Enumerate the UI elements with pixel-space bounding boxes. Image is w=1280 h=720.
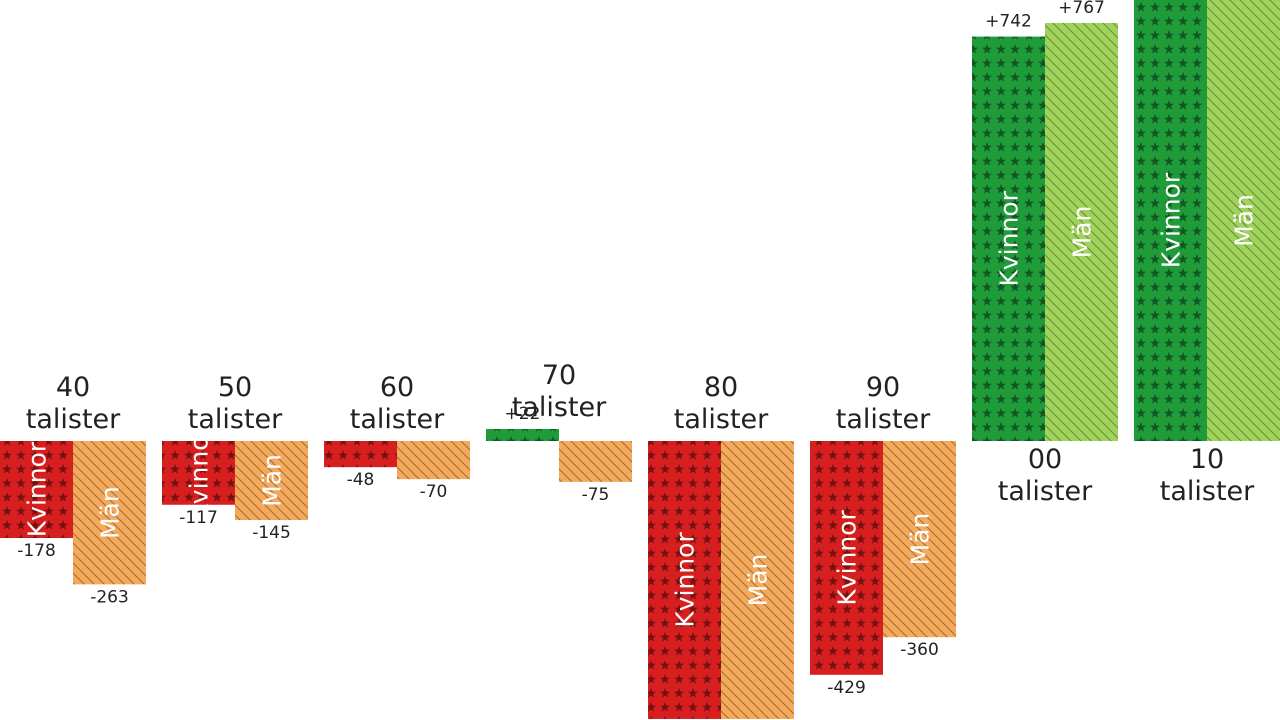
category-label-4: 80 talister — [674, 372, 769, 435]
value-label-kvinnor-2: -48 — [347, 470, 375, 490]
bar-pattern-kvinnor-4 — [648, 441, 721, 719]
bar-pattern-kvinnor-5 — [810, 441, 883, 675]
value-label-kvinnor-6: +742 — [985, 12, 1032, 32]
series-label-man-5: Män — [906, 513, 935, 566]
series-label-man-4: Män — [744, 554, 773, 607]
value-label-man-5: -360 — [900, 640, 939, 660]
series-label-kvinnor-4: Kvinnor — [671, 532, 700, 628]
value-label-kvinnor-5: -429 — [827, 678, 866, 698]
bar-pattern-man-2 — [397, 441, 470, 480]
bar-pattern-man-3 — [559, 441, 632, 482]
series-label-man-1: Män — [258, 454, 287, 507]
bar-pattern-kvinnor-1 — [162, 441, 235, 505]
series-label-kvinnor-1: Kvinnor — [185, 424, 214, 520]
bar-pattern-man-5 — [883, 441, 956, 638]
category-label-2: 60 talister — [350, 372, 445, 435]
value-label-kvinnor-3: +22 — [505, 404, 541, 424]
series-label-man-6: Män — [1068, 206, 1097, 259]
bar-pattern-man-6 — [1045, 22, 1118, 442]
bar-pattern-kvinnor-7 — [1134, 0, 1207, 441]
bar-pattern-kvinnor-2 — [324, 441, 397, 468]
bar-pattern-man-1 — [235, 441, 308, 521]
series-label-kvinnor-5: Kvinnor — [833, 509, 862, 605]
category-label-6: 00 talister — [998, 444, 1093, 507]
bar-pattern-kvinnor-6 — [972, 36, 1045, 442]
value-label-man-0: -263 — [90, 587, 129, 607]
category-label-3: 70 talister — [512, 360, 607, 423]
series-label-kvinnor-7: Kvinnor — [1157, 172, 1186, 268]
bar-pattern-man-0 — [73, 441, 146, 585]
category-label-7: 10 talister — [1160, 444, 1255, 507]
series-label-man-7: Män — [1230, 194, 1259, 247]
value-label-man-3: -75 — [582, 485, 610, 505]
value-label-man-6: +767 — [1058, 0, 1105, 18]
series-label-kvinnor-0: Kvinnor — [23, 441, 52, 537]
bar-pattern-man-4 — [721, 441, 794, 719]
series-label-man-0: Män — [96, 486, 125, 539]
bar-pattern-kvinnor-0 — [0, 441, 73, 539]
value-label-man-2: -70 — [420, 482, 448, 502]
bar-pattern-kvinnor-3 — [486, 429, 559, 441]
category-label-0: 40 talister — [26, 372, 121, 435]
value-label-kvinnor-0: -178 — [17, 541, 56, 561]
series-label-kvinnor-6: Kvinnor — [995, 190, 1024, 286]
category-label-5: 90 talister — [836, 372, 931, 435]
value-label-man-1: -145 — [252, 523, 291, 543]
bar-pattern-man-7 — [1207, 0, 1280, 441]
category-label-1: 50 talister — [188, 372, 283, 435]
value-label-kvinnor-1: -117 — [179, 508, 218, 528]
